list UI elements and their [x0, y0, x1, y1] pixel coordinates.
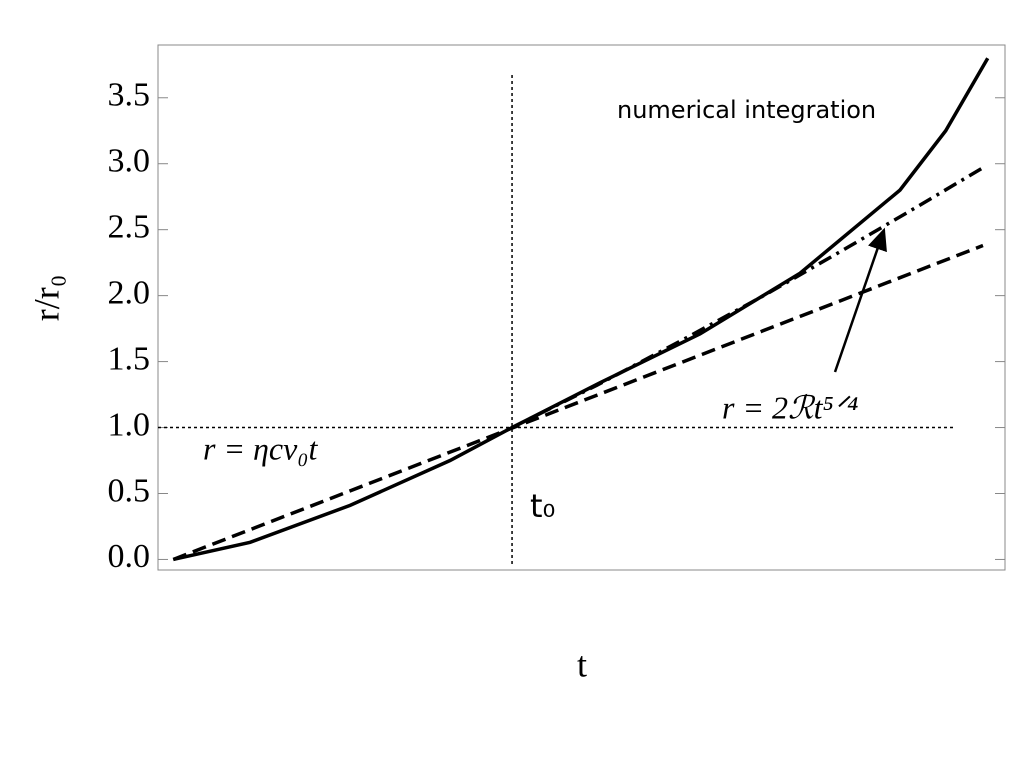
series-line — [511, 166, 984, 430]
series-annotation: r = ηcv₀t — [203, 430, 318, 466]
y-tick-label: 0.0 — [108, 538, 151, 575]
y-tick-label: 2.5 — [108, 208, 151, 245]
y-axis-label: r/r₀ — [26, 275, 66, 322]
y-tick-label: 3.0 — [108, 143, 151, 180]
y-tick-label: 0.5 — [108, 472, 151, 509]
x-axis-label: t — [577, 644, 587, 684]
series-line — [172, 57, 990, 562]
y-tick-label: 1.0 — [108, 406, 151, 443]
y-tick-label: 1.5 — [108, 340, 151, 377]
series-annotation: r = 2ℛt⁵ᐟ⁴ — [722, 389, 858, 425]
plot-frame — [157, 44, 1006, 571]
series-line — [172, 243, 984, 562]
series-annotation: numerical integration — [617, 96, 876, 124]
y-tick-label: 2.0 — [108, 274, 151, 311]
y-tick-label: 3.5 — [108, 77, 151, 114]
t0-label: t₀ — [530, 487, 555, 525]
annotation-arrow — [833, 227, 887, 373]
